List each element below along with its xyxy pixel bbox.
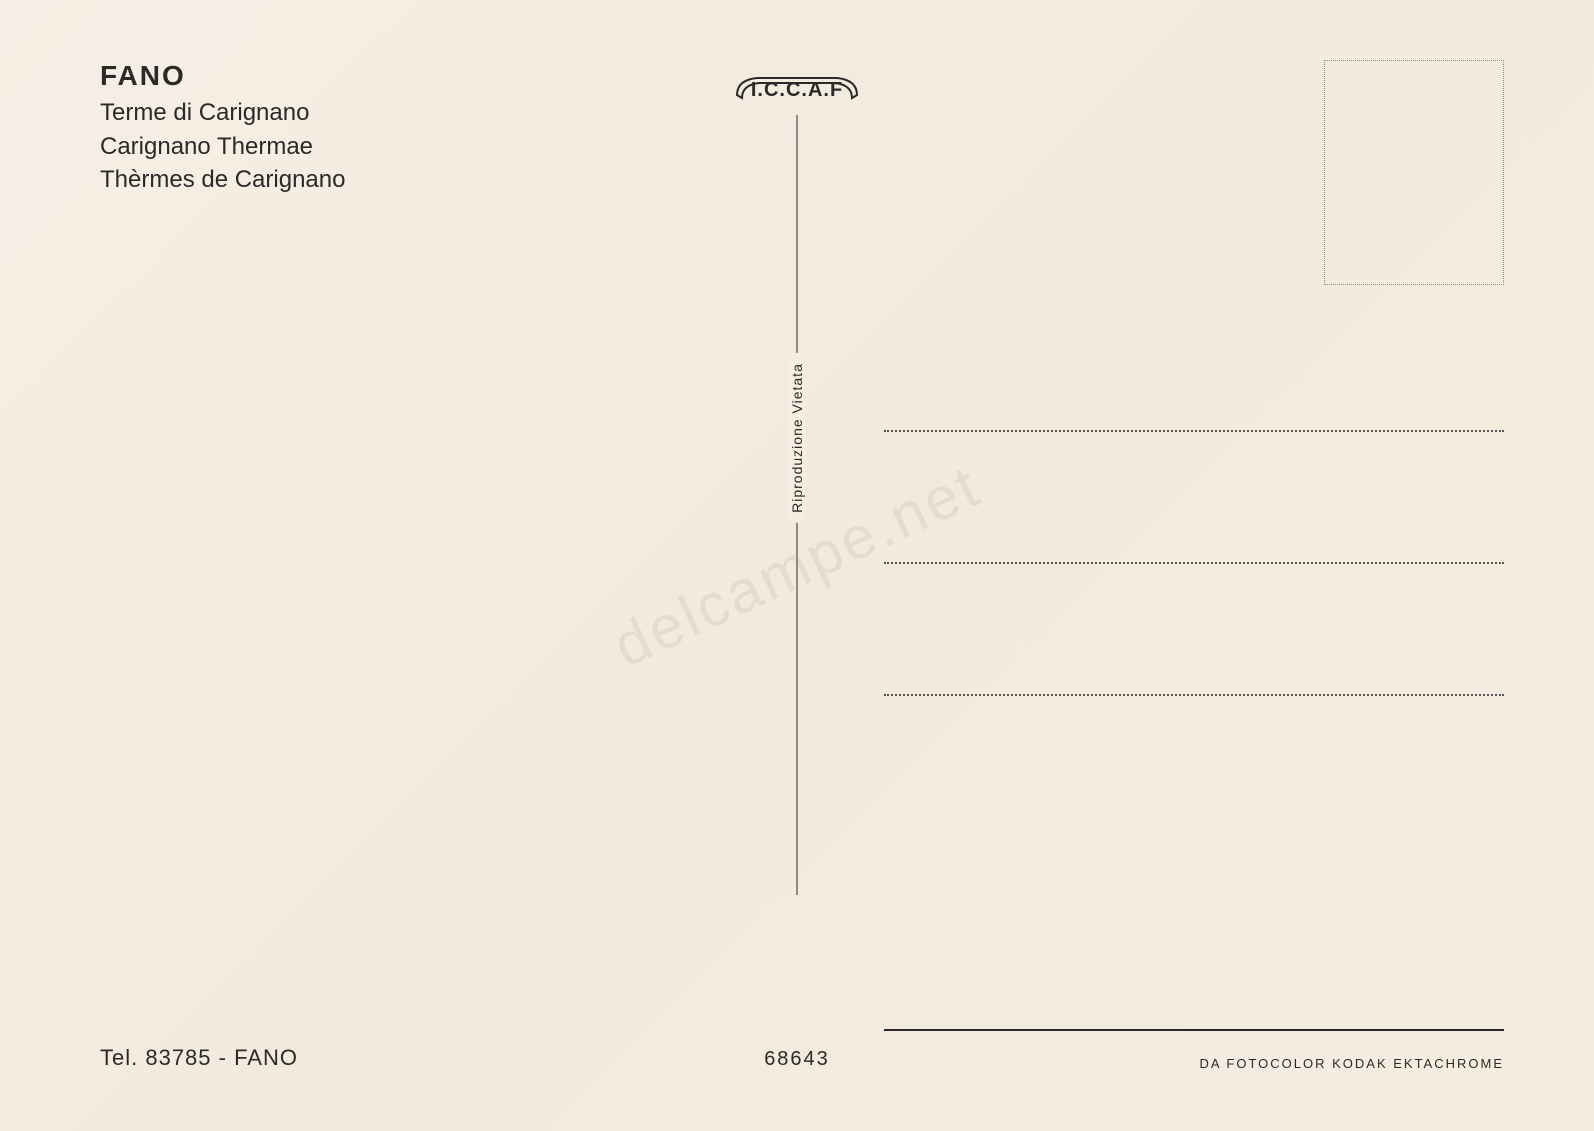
card-number: 68643 — [764, 1048, 830, 1071]
subtitle-italian: Terme di Carignano — [100, 96, 345, 130]
copyright-text: Riproduzione Vietata — [789, 353, 805, 523]
photo-credit: DA FOTOCOLOR KODAK EKTACHROME — [1199, 1056, 1504, 1071]
address-line-2 — [884, 562, 1504, 564]
location-title: FANO — [100, 60, 345, 92]
header-block: FANO Terme di Carignano Carignano Therma… — [100, 60, 345, 197]
subtitle-latin: Carignano Thermae — [100, 130, 345, 164]
address-line-1 — [884, 430, 1504, 432]
subtitle-french: Thèrmes de Carignano — [100, 163, 345, 197]
stamp-placeholder — [1324, 60, 1504, 285]
postcard-back: FANO Terme di Carignano Carignano Therma… — [0, 0, 1594, 1131]
telephone-info: Tel. 83785 - FANO — [100, 1045, 298, 1071]
address-area — [884, 430, 1504, 696]
address-line-3 — [884, 694, 1504, 696]
publisher-logo: I.C.C.A.F — [727, 70, 867, 110]
bottom-rule — [884, 1029, 1504, 1031]
logo-text: I.C.C.A.F — [751, 79, 843, 101]
